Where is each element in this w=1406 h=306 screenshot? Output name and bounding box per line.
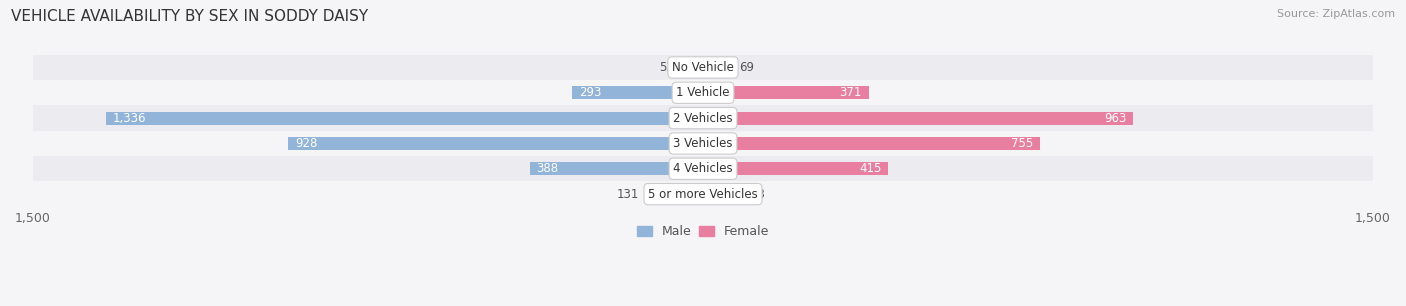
Text: 293: 293 <box>579 86 602 99</box>
Text: Source: ZipAtlas.com: Source: ZipAtlas.com <box>1277 9 1395 19</box>
Bar <box>107 111 703 125</box>
Bar <box>32 181 1374 207</box>
Bar <box>32 156 1374 181</box>
Bar <box>32 131 1374 156</box>
Text: 3 Vehicles: 3 Vehicles <box>673 137 733 150</box>
Text: 963: 963 <box>1104 112 1126 125</box>
Text: 52: 52 <box>659 61 675 74</box>
Bar <box>703 162 889 175</box>
Bar <box>530 162 703 175</box>
Bar <box>703 137 1040 150</box>
Legend: Male, Female: Male, Female <box>631 220 775 243</box>
Text: 131: 131 <box>617 188 640 201</box>
Bar <box>32 106 1374 131</box>
Bar <box>644 188 703 201</box>
Text: VEHICLE AVAILABILITY BY SEX IN SODDY DAISY: VEHICLE AVAILABILITY BY SEX IN SODDY DAI… <box>11 9 368 24</box>
Text: 928: 928 <box>295 137 318 150</box>
Text: 1 Vehicle: 1 Vehicle <box>676 86 730 99</box>
Text: 2 Vehicles: 2 Vehicles <box>673 112 733 125</box>
Bar <box>703 188 745 201</box>
Bar <box>32 80 1374 106</box>
Text: 69: 69 <box>740 61 754 74</box>
Text: 415: 415 <box>859 162 882 175</box>
Bar <box>679 61 703 74</box>
Text: 1,336: 1,336 <box>112 112 146 125</box>
Text: 93: 93 <box>749 188 765 201</box>
Bar <box>703 111 1133 125</box>
Text: No Vehicle: No Vehicle <box>672 61 734 74</box>
Text: 4 Vehicles: 4 Vehicles <box>673 162 733 175</box>
Text: 755: 755 <box>1011 137 1033 150</box>
Text: 388: 388 <box>536 162 558 175</box>
Bar <box>703 86 869 99</box>
Bar <box>288 137 703 150</box>
Bar <box>32 55 1374 80</box>
Text: 371: 371 <box>839 86 862 99</box>
Text: 5 or more Vehicles: 5 or more Vehicles <box>648 188 758 201</box>
Bar <box>703 61 734 74</box>
Bar <box>572 86 703 99</box>
